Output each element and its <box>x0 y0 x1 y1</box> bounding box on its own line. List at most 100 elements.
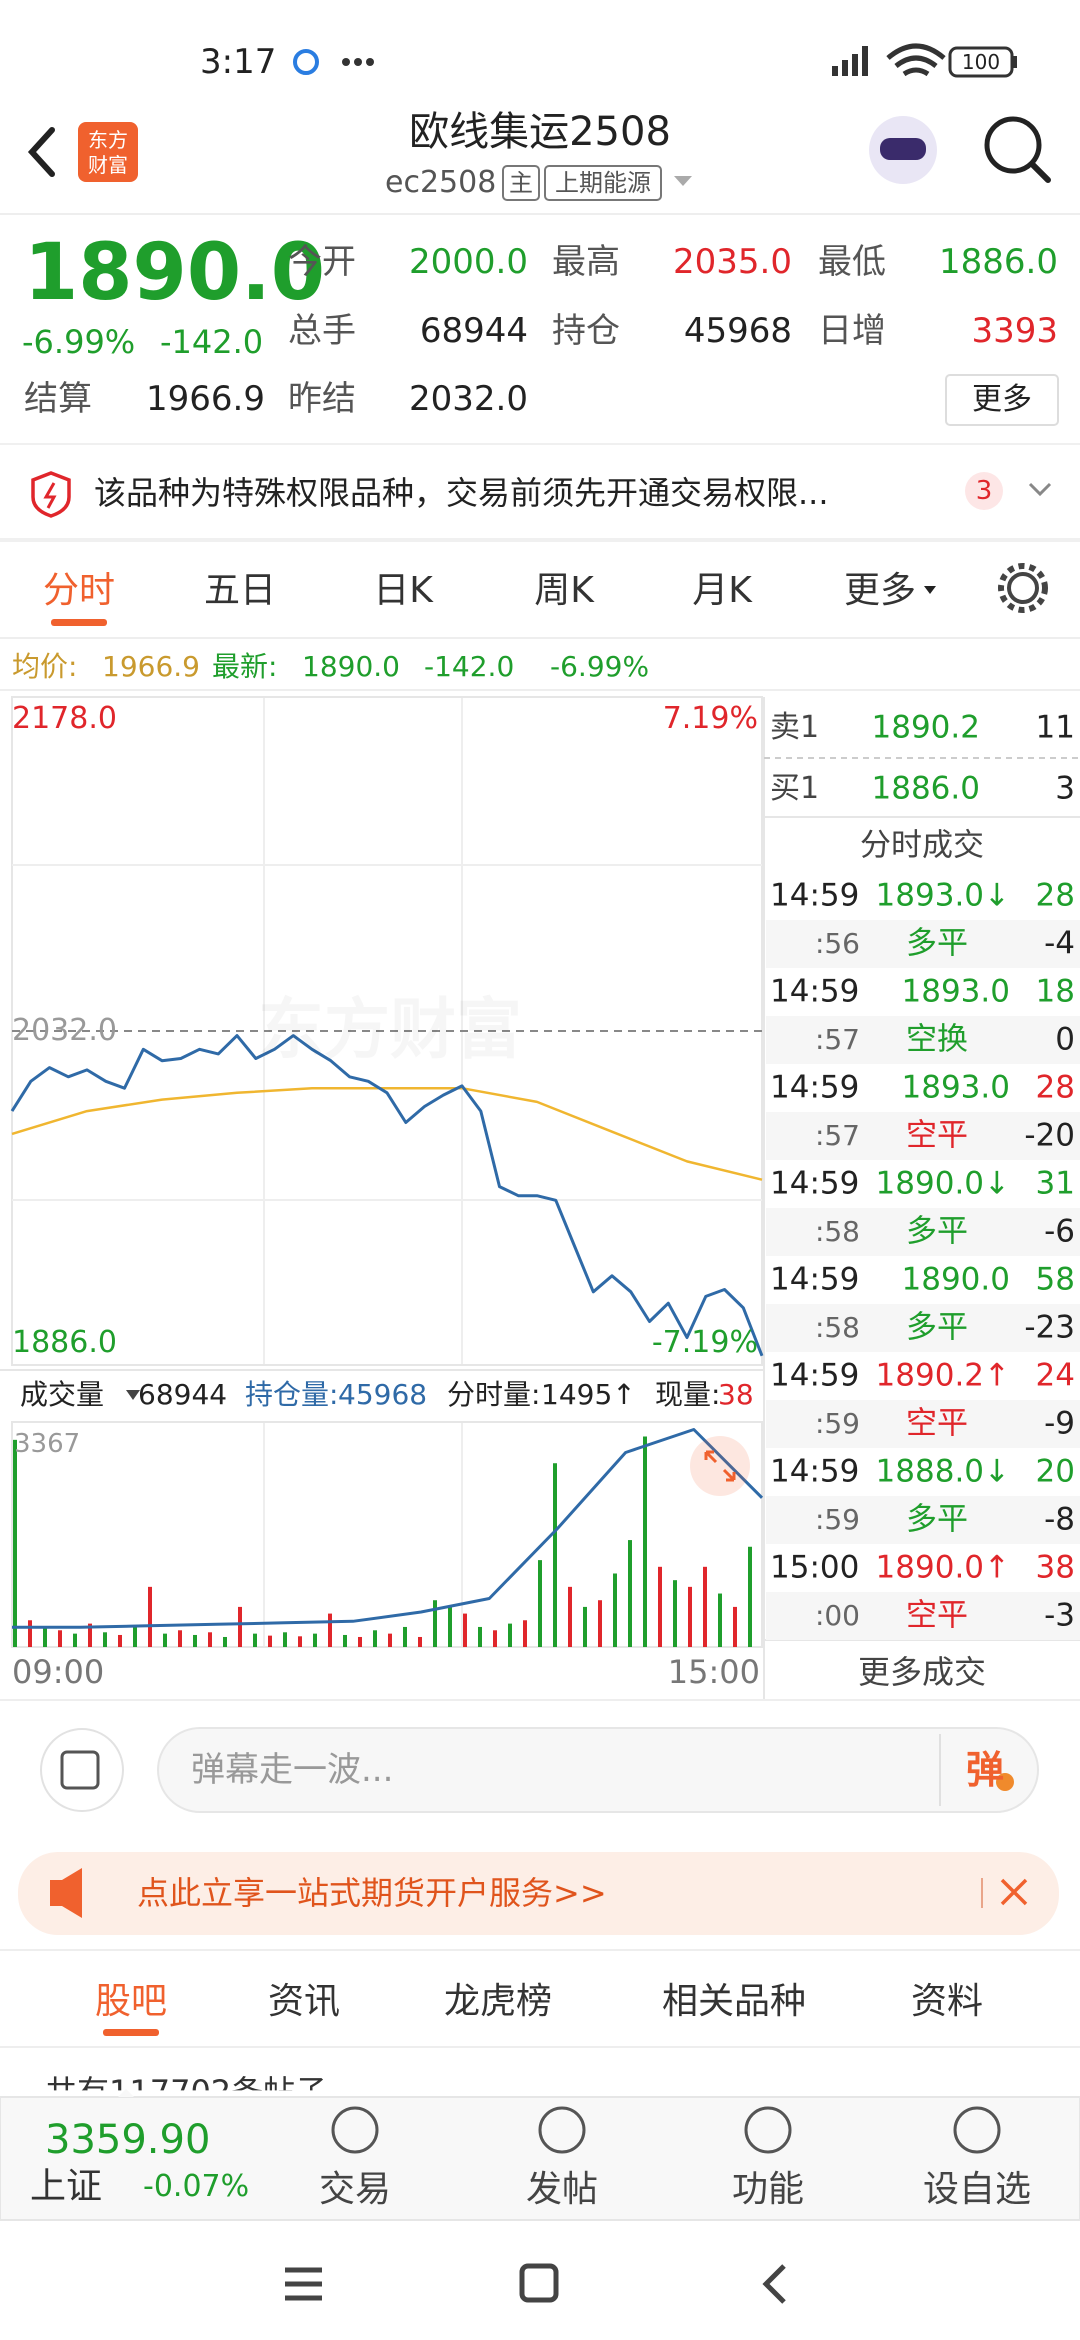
volume-bar <box>238 1606 242 1647</box>
bottom-nav-item[interactable]: 功能 <box>731 2169 805 2210</box>
tab[interactable]: 五日 <box>203 570 277 611</box>
danmaku-button[interactable]: 弹 <box>965 1748 1005 1792</box>
logo-text: 财富 <box>88 153 128 177</box>
dropdown-arrow[interactable] <box>674 176 692 186</box>
trade-time: 14:59 <box>770 1261 860 1298</box>
tab[interactable]: 月K <box>692 570 752 611</box>
trade-change: -9 <box>1044 1405 1075 1442</box>
more-button-label[interactable]: 更多 <box>972 382 1032 417</box>
community-tab[interactable]: 股吧 <box>94 1981 168 2022</box>
volume-bar <box>148 1586 152 1647</box>
banner-text[interactable]: 点此立享一站式期货开户服务>> <box>137 1874 607 1912</box>
volume-bar <box>58 1630 62 1647</box>
pct-tick-label: 7.19% <box>662 701 758 736</box>
back-button[interactable] <box>27 127 55 177</box>
oi-label: 持仓量: <box>245 1378 339 1411</box>
settings-gear <box>998 563 1048 613</box>
trade-price: 1893.0 <box>901 1069 1010 1106</box>
field-value: 2000.0 <box>409 242 528 282</box>
volume-selector[interactable]: 成交量 <box>20 1378 105 1411</box>
row-shade <box>766 1496 1080 1544</box>
notice-expand[interactable] <box>1028 482 1052 497</box>
nav-menu[interactable] <box>285 2267 322 2301</box>
row-shade <box>766 920 1080 968</box>
trade-change: -3 <box>1044 1597 1075 1634</box>
index-name: 上证 <box>30 2166 103 2207</box>
bottom-nav-item[interactable]: 设自选 <box>922 2169 1032 2210</box>
trade-time: 14:59 <box>770 877 860 914</box>
trade-change: -6 <box>1044 1213 1075 1250</box>
average-line <box>11 1086 763 1181</box>
volume-bar <box>253 1633 257 1647</box>
y-tick-label: 1886.0 <box>12 1325 117 1360</box>
banner-close[interactable] <box>1000 1878 1028 1906</box>
trade-time: 15:00 <box>770 1549 860 1586</box>
bottom-nav-item[interactable]: 发帖 <box>525 2169 599 2210</box>
volume-bar <box>328 1613 332 1647</box>
latest-value: 1890.0 <box>302 650 400 683</box>
field-label: 最高 <box>552 242 620 282</box>
tab-indicator <box>103 2029 159 2036</box>
settings-button[interactable] <box>1007 572 1039 604</box>
comment-icon-glyph <box>60 1750 100 1790</box>
bottom-nav-item[interactable]: 交易 <box>318 2169 392 2210</box>
trade-time: 14:59 <box>770 1357 860 1394</box>
row-shade <box>766 1304 1080 1352</box>
volume-bar <box>448 1606 452 1647</box>
nav-back[interactable] <box>762 2264 786 2304</box>
trade-action: 多平 <box>906 1501 968 1538</box>
volume-bar <box>358 1636 362 1647</box>
trade-action: 多平 <box>906 925 968 962</box>
selector-arrow[interactable] <box>126 1390 140 1400</box>
tab[interactable]: 周K <box>534 570 594 611</box>
tab[interactable]: 分时 <box>42 570 116 611</box>
volume-bar <box>658 1566 662 1647</box>
tab-indicator <box>51 619 107 626</box>
robot-face <box>880 138 926 160</box>
trade-action: 空平 <box>906 1117 968 1154</box>
search-handle <box>1029 161 1051 183</box>
volume-bar <box>208 1632 212 1647</box>
last-price: 1890.0 <box>24 228 325 318</box>
more-button[interactable] <box>945 374 1059 426</box>
comment-input[interactable] <box>157 1727 1039 1813</box>
row-shade <box>766 1112 1080 1160</box>
volume-bar <box>673 1580 677 1647</box>
logo-text: 东方 <box>88 128 128 152</box>
community-tab[interactable]: 相关品种 <box>661 1981 807 2022</box>
banner[interactable] <box>18 1852 1059 1935</box>
y-tick-label: 3367 <box>14 1429 81 1459</box>
trade-price: 1890.0↓ <box>875 1165 1010 1202</box>
volume-bar <box>403 1626 407 1647</box>
open-interest-line <box>12 1428 764 1629</box>
search-button[interactable] <box>984 116 1042 174</box>
community-tab[interactable]: 资讯 <box>267 1981 341 2022</box>
tick-volume-value: 1495↑ <box>541 1378 636 1411</box>
trade-time: 14:59 <box>770 1165 860 1202</box>
trade-action: 空平 <box>906 1597 968 1634</box>
notice-text[interactable]: 该品种为特殊权限品种，交易前须先开通交易权限... <box>94 474 829 512</box>
volume-bar <box>43 1626 47 1647</box>
volume-bar <box>703 1566 707 1647</box>
field-value: 1966.9 <box>146 379 265 419</box>
community-tab[interactable]: 资料 <box>910 1981 984 2022</box>
comment-icon[interactable] <box>40 1728 124 1812</box>
shield-icon <box>31 471 71 518</box>
expand-button <box>690 1436 750 1496</box>
more-trades[interactable]: 更多成交 <box>857 1653 987 1691</box>
tab[interactable]: 日K <box>373 570 433 611</box>
tab[interactable]: 更多 <box>843 570 917 611</box>
volume-bar <box>178 1630 182 1647</box>
nav-home[interactable] <box>519 2263 559 2303</box>
trade-price: 1890.0↑ <box>875 1549 1010 1586</box>
community-tab[interactable]: 龙虎榜 <box>443 1981 553 2022</box>
comment-placeholder[interactable]: 弹幕走一波... <box>191 1750 394 1790</box>
latest-change: -142.0 <box>424 650 515 683</box>
volume-bar <box>373 1630 377 1647</box>
trade-change: 0 <box>1055 1021 1075 1058</box>
battery-level: 100 <box>961 50 1001 74</box>
trade-action: 多平 <box>906 1309 968 1346</box>
field-label: 最低 <box>818 242 886 282</box>
bottom-bar <box>0 2096 1080 2221</box>
trade-second: :00 <box>814 1599 860 1632</box>
